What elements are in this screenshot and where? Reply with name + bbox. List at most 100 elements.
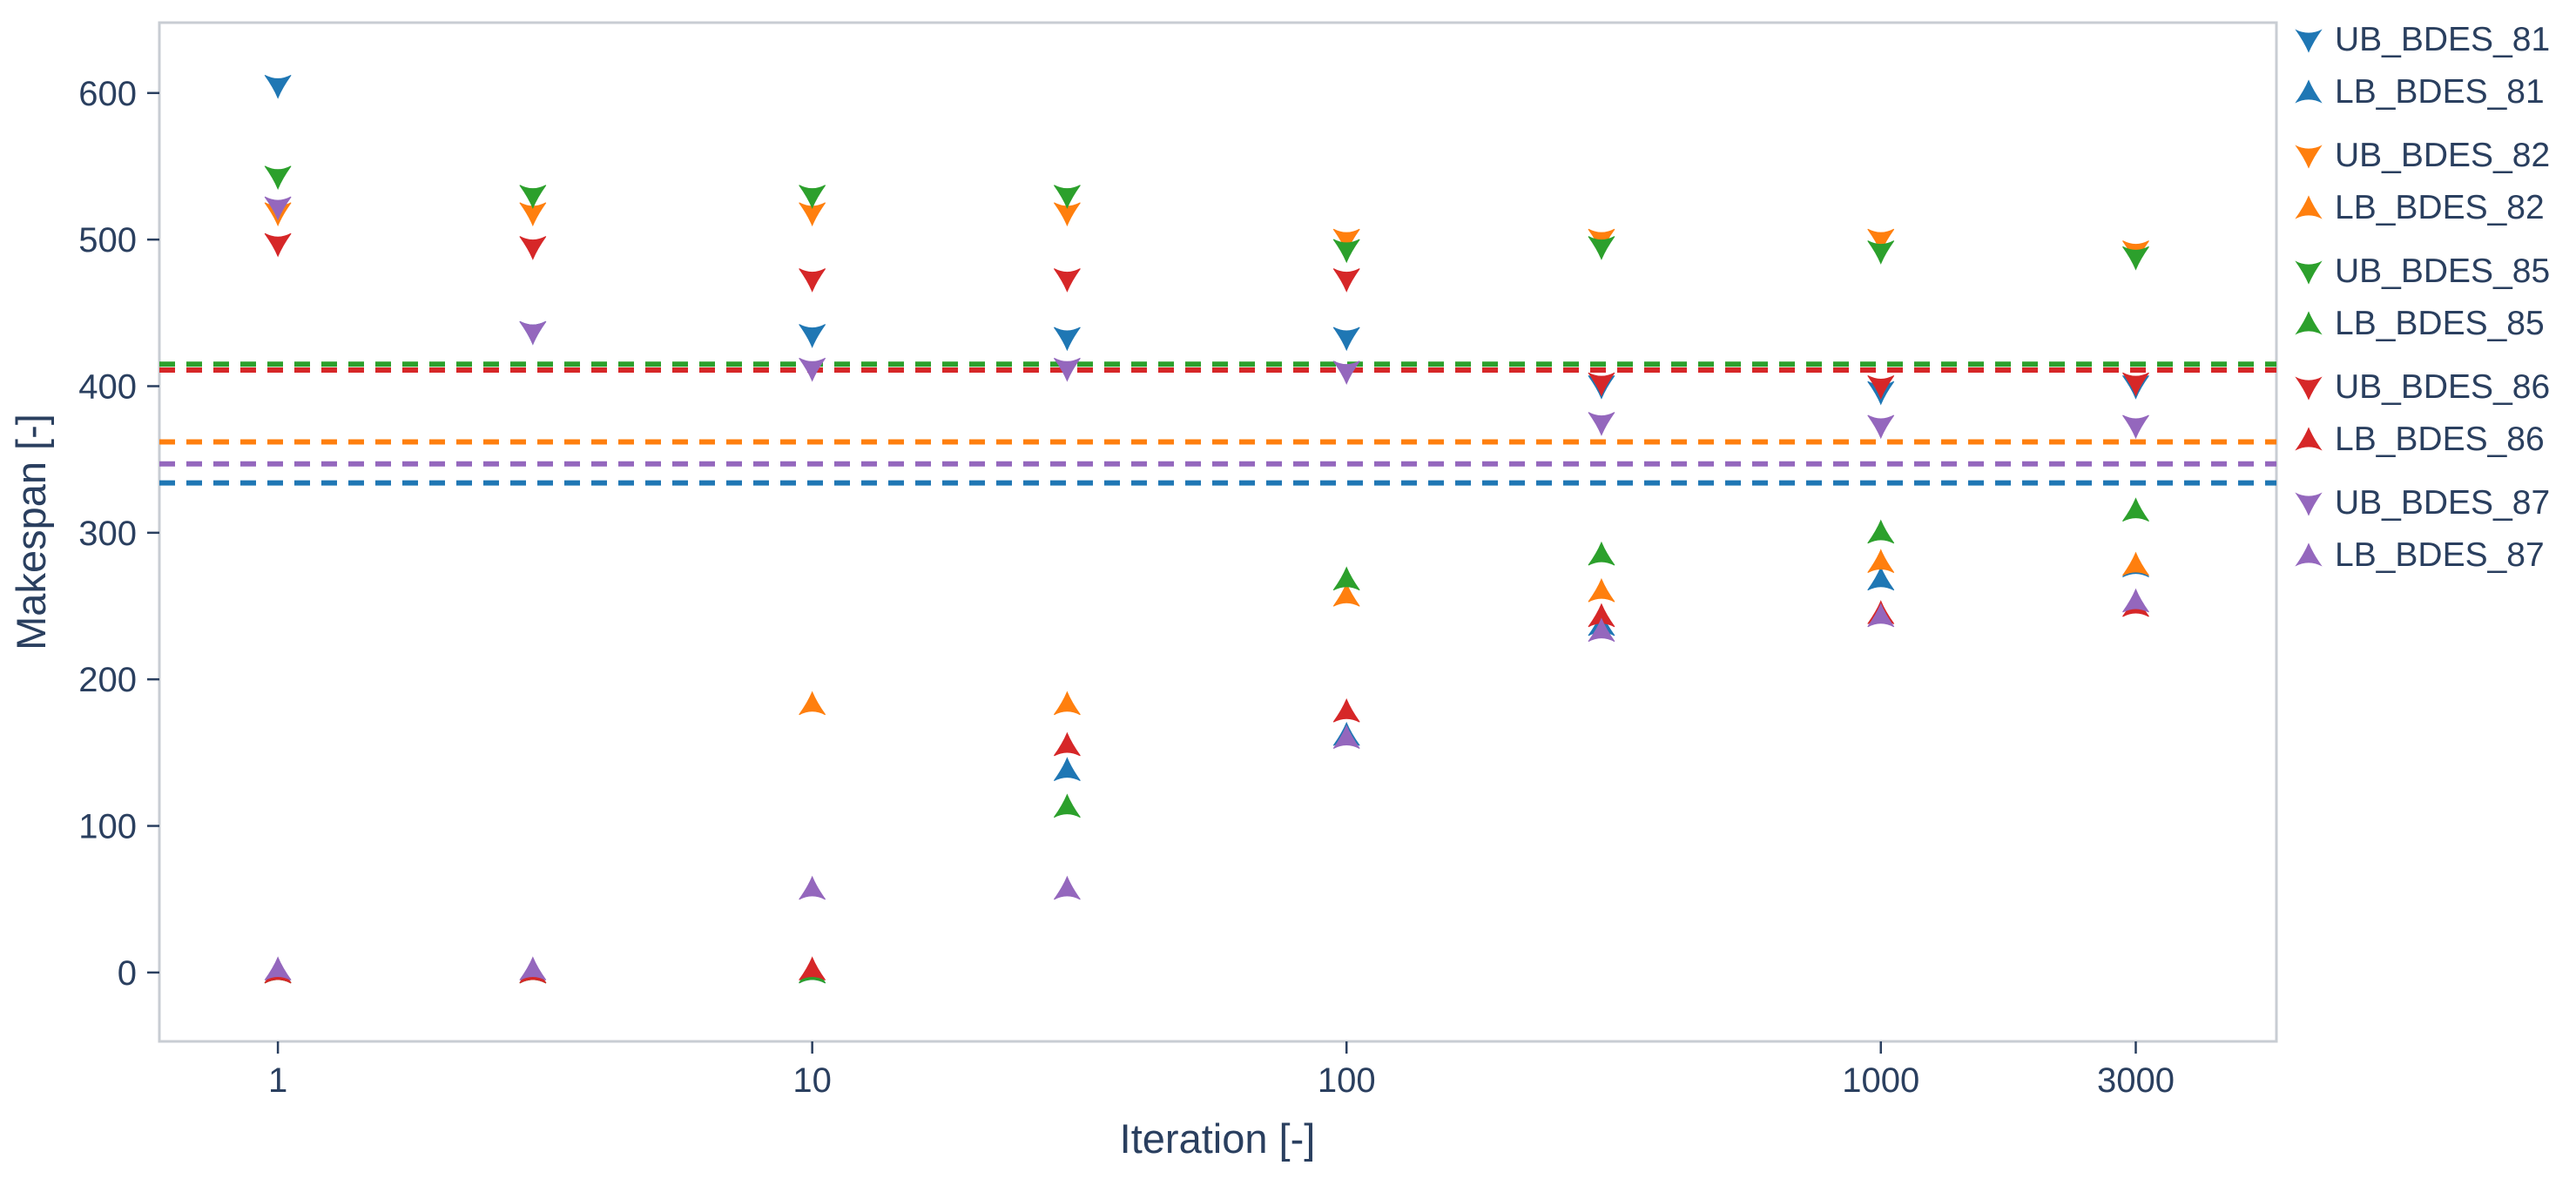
data-point-marker — [1588, 617, 1615, 643]
legend-item-ub-bdes-87[interactable]: UB_BDES_87 — [2289, 477, 2550, 529]
y-tick-label: 600 — [78, 75, 137, 113]
data-point-marker — [1053, 731, 1081, 757]
triangle-down-icon — [2295, 492, 2323, 516]
data-point-marker — [519, 185, 547, 209]
y-tick-label: 200 — [78, 661, 137, 699]
data-point-marker — [1588, 372, 1615, 397]
data-point-marker — [1332, 268, 1360, 293]
triangle-up-icon — [2295, 427, 2323, 451]
data-point-marker — [264, 196, 292, 221]
data-point-marker — [519, 236, 547, 260]
legend-item-ub-bdes-82[interactable]: UB_BDES_82 — [2289, 130, 2550, 182]
triangle-up-icon — [2295, 79, 2323, 104]
data-point-marker — [1867, 414, 1895, 440]
data-point-marker — [1588, 577, 1615, 603]
legend-item-ub-bdes-81[interactable]: UB_BDES_81 — [2289, 14, 2550, 66]
data-point-marker — [799, 690, 826, 716]
legend-label: LB_BDES_87 — [2335, 536, 2545, 574]
triangle-down-icon — [2295, 29, 2323, 53]
data-point-marker — [799, 357, 826, 382]
data-point-marker — [264, 232, 292, 258]
x-tick-label: 10 — [792, 1061, 832, 1100]
data-point-marker — [1332, 582, 1360, 607]
legend-group-bdes-81: UB_BDES_81 LB_BDES_81 — [2289, 14, 2550, 118]
y-tick-label: 400 — [78, 367, 137, 406]
data-point-marker — [2122, 497, 2149, 522]
x-tick-label: 1 — [268, 1061, 287, 1100]
legend-label: LB_BDES_86 — [2335, 421, 2545, 458]
data-point-marker — [799, 185, 826, 209]
triangle-up-icon — [2295, 195, 2323, 219]
data-point-marker — [519, 956, 547, 980]
data-point-marker — [1332, 566, 1360, 591]
data-point-marker — [264, 74, 292, 99]
x-tick-label: 100 — [1318, 1061, 1376, 1100]
data-point-marker — [1867, 240, 1895, 265]
data-point-marker — [2122, 372, 2149, 397]
y-tick-label: 0 — [118, 954, 137, 993]
legend-label: UB_BDES_85 — [2335, 253, 2551, 290]
data-point-marker — [1053, 268, 1081, 293]
x-axis-title: Iteration [-] — [1120, 1115, 1316, 1162]
data-point-marker — [264, 165, 292, 191]
y-tick-label: 300 — [78, 515, 137, 553]
data-point-marker — [799, 268, 826, 293]
data-point-marker — [2122, 246, 2149, 271]
data-point-marker — [1332, 239, 1360, 264]
data-point-marker — [1867, 566, 1895, 591]
data-point-marker — [1867, 549, 1895, 573]
legend-group-bdes-85: UB_BDES_85 LB_BDES_85 — [2289, 246, 2550, 350]
triangle-down-icon — [2295, 260, 2323, 285]
data-point-marker — [1053, 357, 1081, 382]
y-tick-label: 100 — [78, 808, 137, 846]
legend-group-bdes-87: UB_BDES_87 LB_BDES_87 — [2289, 477, 2550, 582]
data-point-marker — [799, 875, 826, 900]
data-point-marker — [1867, 375, 1895, 400]
data-point-marker — [1332, 327, 1360, 352]
legend-item-lb-bdes-81[interactable]: LB_BDES_81 — [2289, 66, 2550, 118]
legend-label: UB_BDES_82 — [2335, 137, 2551, 174]
legend: UB_BDES_81 LB_BDES_81 UB_BDES_82 LB_BDES… — [2289, 14, 2550, 593]
legend-item-lb-bdes-86[interactable]: LB_BDES_86 — [2289, 414, 2550, 466]
y-tick-label: 500 — [78, 221, 137, 259]
legend-item-lb-bdes-87[interactable]: LB_BDES_87 — [2289, 529, 2550, 582]
data-point-marker — [264, 956, 292, 980]
triangle-down-icon — [2295, 376, 2323, 401]
data-point-marker — [1332, 697, 1360, 723]
legend-item-ub-bdes-86[interactable]: UB_BDES_86 — [2289, 361, 2550, 414]
legend-item-lb-bdes-85[interactable]: LB_BDES_85 — [2289, 298, 2550, 350]
data-point-marker — [2122, 414, 2149, 440]
data-point-marker — [1053, 327, 1081, 352]
legend-label: UB_BDES_81 — [2335, 21, 2551, 58]
data-point-marker — [799, 324, 826, 348]
triangle-up-icon — [2295, 311, 2323, 335]
triangle-up-icon — [2295, 542, 2323, 567]
data-point-marker — [1053, 793, 1081, 818]
data-point-marker — [1332, 228, 1360, 253]
data-point-marker — [1053, 690, 1081, 716]
legend-item-ub-bdes-85[interactable]: UB_BDES_85 — [2289, 246, 2550, 298]
data-point-marker — [1867, 603, 1895, 628]
data-point-marker — [2122, 588, 2149, 613]
data-point-marker — [519, 320, 547, 346]
data-point-marker — [1867, 519, 1895, 544]
data-point-marker — [1588, 541, 1615, 566]
legend-group-bdes-86: UB_BDES_86 LB_BDES_86 — [2289, 361, 2550, 466]
legend-label: LB_BDES_81 — [2335, 73, 2545, 111]
data-point-marker — [799, 956, 826, 980]
data-point-marker — [1332, 360, 1360, 385]
x-tick-label: 1000 — [1842, 1061, 1919, 1100]
legend-label: UB_BDES_87 — [2335, 484, 2551, 522]
data-point-marker — [1053, 757, 1081, 782]
plot-border — [158, 21, 2278, 1043]
legend-label: LB_BDES_82 — [2335, 189, 2545, 226]
data-point-marker — [1332, 724, 1360, 749]
legend-item-lb-bdes-82[interactable]: LB_BDES_82 — [2289, 182, 2550, 234]
y-axis-title: Makespan [-] — [8, 414, 54, 650]
data-point-marker — [2122, 551, 2149, 576]
data-point-marker — [1588, 412, 1615, 436]
data-point-marker — [1867, 228, 1895, 253]
data-point-marker — [1053, 875, 1081, 900]
